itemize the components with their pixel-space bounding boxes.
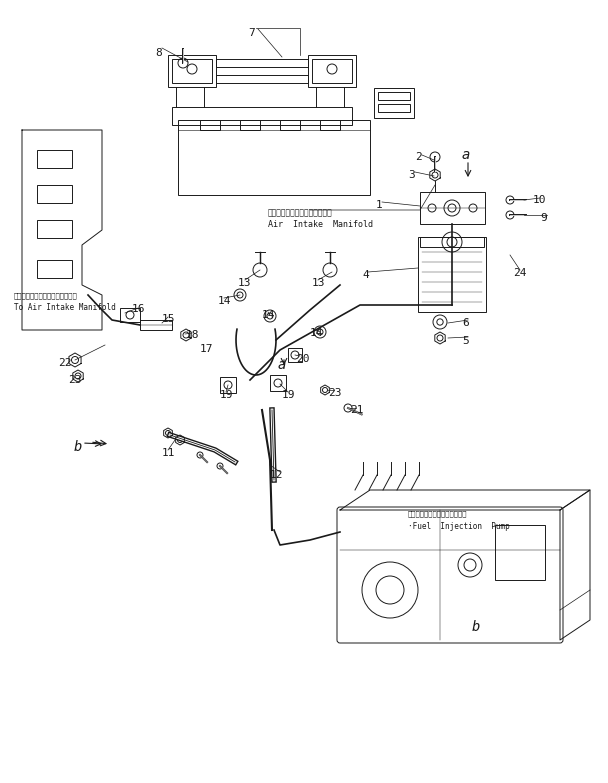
Text: 18: 18 <box>186 330 199 340</box>
Text: 14: 14 <box>218 296 232 306</box>
Text: 7: 7 <box>248 28 255 38</box>
Bar <box>172 59 212 83</box>
Bar <box>168 55 216 87</box>
Bar <box>37 260 72 278</box>
Text: 14: 14 <box>310 328 323 338</box>
Bar <box>172 107 352 125</box>
Text: 13: 13 <box>238 278 252 288</box>
Text: 13: 13 <box>312 278 325 288</box>
Text: 9: 9 <box>540 213 547 223</box>
Bar <box>140 320 172 330</box>
Text: b: b <box>472 620 480 634</box>
Bar <box>178 120 370 195</box>
Text: 23: 23 <box>328 388 342 398</box>
Text: 14: 14 <box>262 310 275 320</box>
Text: エアーインテークマニホールド: エアーインテークマニホールド <box>268 208 333 217</box>
Text: To Air Intake Manifold: To Air Intake Manifold <box>14 303 116 312</box>
Text: 4: 4 <box>362 270 368 280</box>
Text: 22: 22 <box>58 358 72 368</box>
Bar <box>220 377 236 393</box>
Bar <box>270 375 286 391</box>
Bar <box>288 348 302 362</box>
Bar <box>495 525 545 580</box>
Text: 21: 21 <box>350 405 364 415</box>
Bar <box>37 150 72 168</box>
Text: a: a <box>278 358 286 372</box>
Text: b: b <box>74 440 82 454</box>
Text: 24: 24 <box>513 268 527 278</box>
Text: 20: 20 <box>296 354 309 364</box>
Bar <box>418 237 486 312</box>
Bar <box>374 88 414 118</box>
Bar <box>240 120 260 130</box>
Text: 8: 8 <box>155 48 162 58</box>
Bar <box>37 185 72 203</box>
Text: 23: 23 <box>68 375 81 385</box>
Bar <box>378 92 410 100</box>
Bar <box>37 220 72 238</box>
Text: a: a <box>462 148 471 162</box>
Text: 16: 16 <box>132 304 145 314</box>
Text: 12: 12 <box>270 470 283 480</box>
Text: 19: 19 <box>282 390 295 400</box>
Bar <box>378 104 410 112</box>
Text: 5: 5 <box>462 336 469 346</box>
Bar <box>200 120 220 130</box>
Bar <box>216 59 308 67</box>
Bar <box>120 308 140 322</box>
Bar <box>320 120 340 130</box>
Bar <box>420 237 484 247</box>
Text: エアーインテークマニホールドへ: エアーインテークマニホールドへ <box>14 292 78 298</box>
Bar <box>216 75 308 83</box>
Text: 15: 15 <box>162 314 176 324</box>
Text: 1: 1 <box>376 200 383 210</box>
Bar <box>280 120 300 130</box>
Text: 6: 6 <box>462 318 469 328</box>
Text: フェルインジェクションポンプ: フェルインジェクションポンプ <box>408 510 468 517</box>
Bar <box>308 55 356 87</box>
Text: 10: 10 <box>533 195 547 205</box>
Text: Air  Intake  Manifold: Air Intake Manifold <box>268 220 373 229</box>
Bar <box>312 59 352 83</box>
Bar <box>420 192 485 224</box>
Text: 11: 11 <box>162 448 176 458</box>
Text: ·Fuel  Injection  Pump: ·Fuel Injection Pump <box>408 522 510 531</box>
Text: 17: 17 <box>200 344 213 354</box>
Text: 2: 2 <box>415 152 422 162</box>
Text: 19: 19 <box>220 390 233 400</box>
Text: 3: 3 <box>408 170 415 180</box>
